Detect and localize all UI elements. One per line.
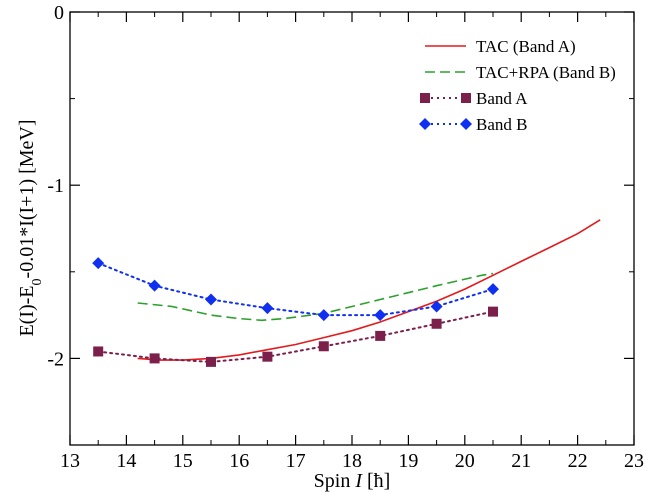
- y-tick-label: -2: [47, 348, 64, 370]
- data-point-band-b: [148, 279, 161, 292]
- y-axis-label-part1: E(I)-E: [16, 285, 38, 336]
- x-tick-label: 20: [455, 450, 475, 472]
- x-axis-label-variable: I: [354, 470, 363, 492]
- y-axis-label-part2: -0.01*I(I+1) [MeV]: [16, 119, 38, 278]
- series-line-tac-band-a: [137, 219, 601, 361]
- series-layer: [92, 219, 601, 367]
- series-line-tac-rpa-band-b: [137, 272, 494, 322]
- x-tick-label: 15: [173, 450, 193, 472]
- data-point-band-a: [262, 351, 273, 362]
- legend-marker: [419, 118, 431, 130]
- data-point-band-b: [92, 257, 105, 270]
- data-point-band-b: [487, 283, 499, 296]
- y-axis-label-subscript: 0: [30, 278, 45, 285]
- data-point-band-a: [93, 346, 104, 357]
- legend-label: Band B: [476, 115, 527, 134]
- data-point-band-a: [149, 353, 160, 364]
- legend-marker: [461, 93, 471, 103]
- x-axis-label-prefix: Spin: [314, 470, 356, 492]
- x-tick-label: 21: [511, 450, 531, 472]
- series-line-band-a: [97, 310, 494, 363]
- legend-label: TAC+RPA (Band B): [476, 63, 616, 82]
- x-tick-label: 22: [568, 450, 588, 472]
- x-tick-label: 13: [60, 450, 80, 472]
- legend-label: TAC (Band A): [476, 37, 576, 56]
- axis-ticks: 13 14 15 16 17 18 19 20 21 22 23 0 -1 -2: [47, 2, 644, 472]
- legend: TAC (Band A) TAC+RPA (Band B) Band A Band B: [419, 37, 616, 134]
- x-tick-label: 23: [624, 450, 644, 472]
- data-point-band-b: [261, 302, 274, 315]
- data-point-band-b: [374, 309, 387, 322]
- x-axis-label-unit: [ħ]: [362, 470, 390, 492]
- data-point-band-a: [318, 341, 329, 352]
- x-tick-label: 19: [398, 450, 418, 472]
- data-point-band-a: [488, 306, 498, 317]
- x-tick-label: 17: [286, 450, 306, 472]
- data-point-band-a: [206, 356, 216, 367]
- y-tick-label: -1: [47, 175, 64, 197]
- legend-marker: [460, 118, 472, 130]
- series-line-band-b: [97, 262, 494, 317]
- y-tick-label: 0: [54, 2, 64, 24]
- legend-label: Band A: [476, 89, 528, 108]
- data-point-band-b: [430, 300, 443, 313]
- legend-marker: [420, 93, 430, 103]
- x-tick-label: 18: [342, 450, 362, 472]
- x-axis-label: Spin I [ħ]: [314, 470, 391, 492]
- data-point-band-a: [431, 318, 442, 329]
- data-point-band-b: [317, 309, 330, 322]
- y-axis-label: E(I)-E0-0.01*I(I+1) [MeV]: [16, 119, 45, 336]
- x-tick-label: 14: [116, 450, 136, 472]
- data-point-band-a: [375, 330, 386, 341]
- x-tick-label: 16: [229, 450, 249, 472]
- data-point-band-b: [205, 293, 217, 306]
